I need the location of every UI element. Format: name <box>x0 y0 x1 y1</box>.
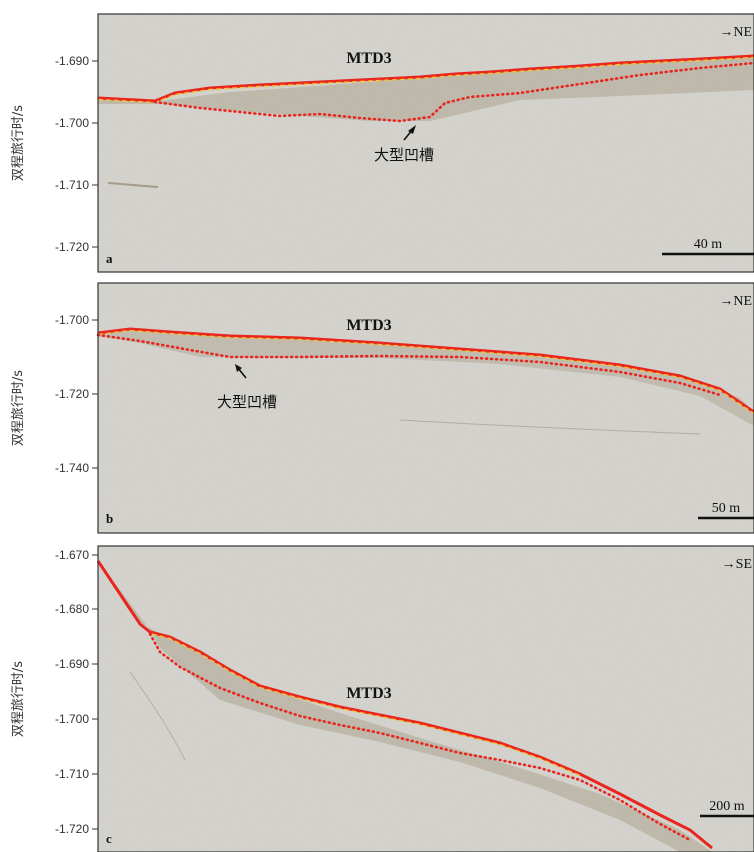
panel-b-y-ticks: -1.700 -1.720 -1.740 <box>55 313 98 475</box>
panel-b-seafloor-surface <box>97 329 754 415</box>
y-tick-label: -1.740 <box>55 461 89 475</box>
panel-c-sediment-shading <box>98 561 712 852</box>
panel-a-frame <box>97 13 754 273</box>
panel-b-label: b <box>106 511 113 526</box>
y-tick-label: -1.700 <box>55 712 89 726</box>
y-tick-label: -1.690 <box>55 657 89 671</box>
y-tick-label: -1.670 <box>55 548 89 562</box>
panel-c-title: MTD3 <box>346 685 391 702</box>
panel-b: -1.700 -1.720 -1.740 MTD3 →NE b 50 m 大型凹… <box>55 282 754 534</box>
panel-a-grain <box>98 14 754 272</box>
panel-c-y-ticks: -1.670 -1.680 -1.690 -1.700 -1.710 -1.72… <box>55 548 98 836</box>
y-tick-label: -1.700 <box>55 116 89 130</box>
panel-c: -1.670 -1.680 -1.690 -1.700 -1.710 -1.72… <box>55 545 754 852</box>
panel-a-seafloor-horizon <box>97 54 754 103</box>
panel-c-scale-label: 200 m <box>709 799 745 814</box>
panel-b-scale-label: 50 m <box>712 501 741 516</box>
panel-a-y-ticks: -1.690 -1.700 -1.710 -1.720 <box>55 54 98 254</box>
panel-b-title: MTD3 <box>346 317 391 334</box>
y-tick-label: -1.720 <box>55 240 89 254</box>
panel-c-faint-reflector <box>129 671 186 761</box>
y-tick-label: -1.720 <box>55 387 89 401</box>
panel-a: -1.690 -1.700 -1.710 -1.720 MTD3 →NE a 4… <box>55 13 754 273</box>
panel-c-mtd-base-horizon <box>148 632 692 842</box>
panel-b-mtd-base-horizon <box>96 333 722 397</box>
panel-a-annotation: 大型凹槽 <box>374 146 434 164</box>
panel-a-title: MTD3 <box>346 50 391 67</box>
panel-b-seafloor-horizon <box>97 327 754 414</box>
panel-a-sediment-shading <box>98 58 754 121</box>
panel-c-grain <box>98 546 754 852</box>
panel-c-direction: →SE <box>722 557 752 572</box>
y-tick-label: -1.710 <box>55 178 89 192</box>
panel-b-faint-reflector <box>399 419 701 435</box>
y-tick-label: -1.710 <box>55 767 89 781</box>
panel-b-y-axis-label: 双程旅行时/s <box>11 370 26 446</box>
panel-c-frame <box>97 545 754 852</box>
y-tick-label: -1.720 <box>55 822 89 836</box>
panel-a-arrow-head <box>408 125 416 134</box>
y-tick-label: -1.700 <box>55 313 89 327</box>
panel-c-label: c <box>106 831 112 846</box>
panel-b-sediment-shading <box>98 329 754 426</box>
panel-a-direction: →NE <box>719 25 752 40</box>
y-tick-label: -1.680 <box>55 602 89 616</box>
panel-b-grain <box>98 283 754 533</box>
panel-b-annotation: 大型凹槽 <box>217 393 277 411</box>
panel-a-seafloor-surface <box>97 56 754 104</box>
panel-a-mtd-base-horizon <box>153 61 754 123</box>
panel-b-arrow-head <box>235 364 242 372</box>
panel-c-y-axis-label: 双程旅行时/s <box>11 661 26 737</box>
panel-a-faint-reflector <box>107 182 159 188</box>
panel-c-seafloor-surface <box>151 633 581 777</box>
panel-b-direction: →NE <box>719 294 752 309</box>
panel-a-scale-label: 40 m <box>694 237 723 252</box>
panel-b-frame <box>97 282 754 534</box>
y-tick-label: -1.690 <box>55 54 89 68</box>
panel-a-y-axis-label: 双程旅行时/s <box>11 105 26 181</box>
panel-a-label: a <box>106 251 113 266</box>
panel-c-seafloor-horizon <box>96 560 713 850</box>
